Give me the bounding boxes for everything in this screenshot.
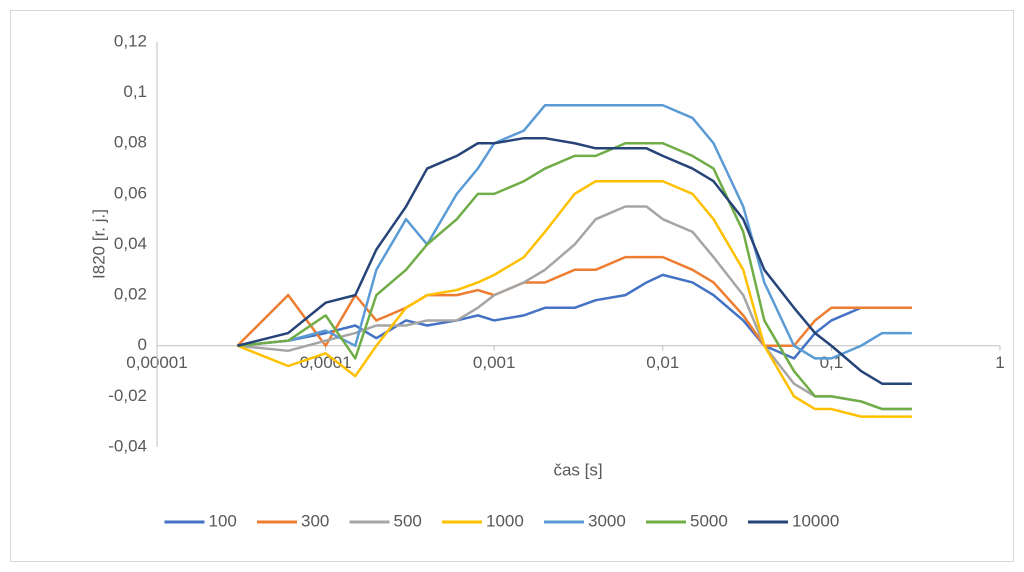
y-axis-label: I820 [r. j.] [89, 209, 108, 279]
y-tick-label: 0,08 [114, 133, 147, 152]
x-tick-label: 1 [995, 353, 1004, 372]
x-tick-label: 0,001 [473, 353, 516, 372]
series-line [237, 104, 912, 360]
legend-label: 10000 [792, 511, 839, 530]
series-line [237, 205, 912, 411]
legend-label: 300 [301, 511, 329, 530]
y-tick-label: 0 [138, 335, 147, 354]
x-axis-label: čas [s] [553, 460, 602, 479]
legend-label: 5000 [690, 511, 728, 530]
legend-label: 100 [209, 511, 237, 530]
series-line [236, 255, 912, 347]
series-line [237, 136, 912, 385]
y-tick-label: 0,12 [114, 31, 147, 50]
x-tick-label: 0,01 [646, 353, 679, 372]
legend-label: 3000 [588, 511, 626, 530]
y-tick-label: 0,1 [123, 82, 147, 101]
y-tick-label: -0,04 [108, 436, 147, 455]
legend-label: 500 [394, 511, 422, 530]
chart-border [10, 10, 1014, 562]
x-tick-label: 0,0001 [300, 353, 352, 372]
series-line [237, 142, 912, 411]
y-tick-label: 0,02 [114, 285, 147, 304]
series-line [236, 179, 912, 418]
legend-label: 1000 [486, 511, 524, 530]
y-tick-label: 0,06 [114, 183, 147, 202]
y-tick-label: -0,02 [108, 386, 147, 405]
y-tick-label: 0,04 [114, 234, 147, 253]
